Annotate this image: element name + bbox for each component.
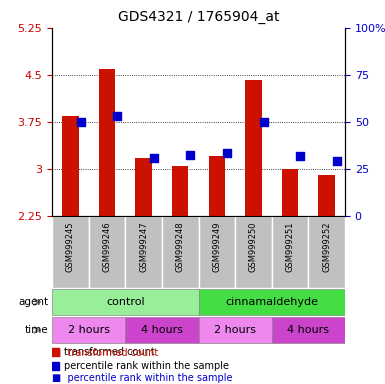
Bar xyxy=(199,290,345,314)
Bar xyxy=(125,216,162,288)
Bar xyxy=(135,158,152,216)
Bar xyxy=(52,216,89,288)
Bar xyxy=(318,175,335,216)
Point xyxy=(77,119,84,125)
Text: agent: agent xyxy=(18,297,48,307)
Text: cinnamaldehyde: cinnamaldehyde xyxy=(225,297,318,307)
Text: GSM999251: GSM999251 xyxy=(286,222,295,272)
Bar xyxy=(209,156,225,216)
Point xyxy=(222,280,228,286)
Bar xyxy=(125,318,199,343)
Bar xyxy=(62,116,79,216)
Point xyxy=(114,113,120,119)
Bar xyxy=(199,318,272,343)
Text: GSM999248: GSM999248 xyxy=(176,222,185,272)
Bar xyxy=(272,318,345,343)
Text: GSM999249: GSM999249 xyxy=(212,222,221,272)
Text: ■  percentile rank within the sample: ■ percentile rank within the sample xyxy=(52,373,233,383)
Bar xyxy=(89,216,125,288)
Bar xyxy=(245,80,262,216)
Text: 2 hours: 2 hours xyxy=(68,325,110,335)
Point xyxy=(334,159,340,165)
Bar xyxy=(282,169,298,216)
Text: 4 hours: 4 hours xyxy=(287,325,330,335)
Bar xyxy=(162,216,199,288)
Text: 2 hours: 2 hours xyxy=(214,325,256,335)
Text: 4 hours: 4 hours xyxy=(141,325,183,335)
Text: percentile rank within the sample: percentile rank within the sample xyxy=(64,361,229,371)
Text: GSM999252: GSM999252 xyxy=(322,222,331,272)
Bar xyxy=(172,166,188,216)
Text: GSM999247: GSM999247 xyxy=(139,222,148,272)
Point xyxy=(224,150,230,156)
Bar xyxy=(308,216,345,288)
Text: GSM999245: GSM999245 xyxy=(66,222,75,272)
Text: time: time xyxy=(25,325,48,335)
Text: GSM999250: GSM999250 xyxy=(249,222,258,272)
Bar xyxy=(52,318,125,343)
Text: GSM999246: GSM999246 xyxy=(102,222,111,272)
Text: ■  transformed count: ■ transformed count xyxy=(52,348,158,358)
Title: GDS4321 / 1765904_at: GDS4321 / 1765904_at xyxy=(118,10,279,24)
Point xyxy=(187,152,194,158)
Point xyxy=(261,119,267,125)
Text: transformed count: transformed count xyxy=(64,348,154,358)
Bar xyxy=(272,216,308,288)
Point xyxy=(297,153,303,159)
Bar xyxy=(99,69,115,216)
Bar xyxy=(199,216,235,288)
Point xyxy=(151,155,157,161)
Bar xyxy=(52,290,199,314)
Bar xyxy=(235,216,272,288)
Point xyxy=(222,160,228,166)
Text: control: control xyxy=(106,297,144,307)
